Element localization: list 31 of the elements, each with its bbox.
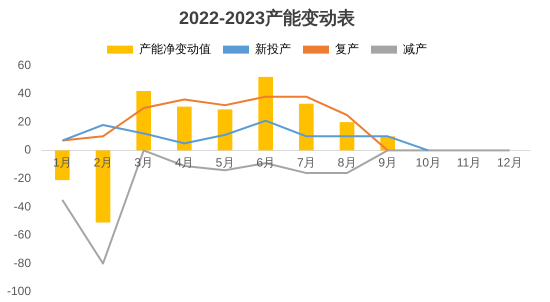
- y-tick-label: 40: [18, 86, 32, 100]
- x-tick-label: 9月: [378, 156, 398, 170]
- bar: [258, 76, 273, 150]
- y-tick-label: -20: [14, 171, 32, 186]
- x-tick-label: 11月: [456, 156, 482, 170]
- chart-title: 2022-2023产能变动表: [178, 8, 356, 28]
- legend-label: 复产: [335, 42, 359, 56]
- y-tick-label: 20: [18, 114, 32, 128]
- legend-label: 新投产: [255, 42, 291, 56]
- y-tick-label: -60: [14, 228, 32, 242]
- y-tick-label: 0: [24, 142, 32, 157]
- bar: [340, 122, 354, 150]
- x-tick-label: 5月: [216, 156, 234, 170]
- x-tick-label: 8月: [338, 156, 356, 170]
- y-tick-label: -40: [14, 199, 32, 214]
- bar: [218, 109, 232, 150]
- x-tick-label: 3月: [134, 156, 154, 170]
- bar: [96, 150, 110, 223]
- legend-label: 产能净变动值: [139, 42, 211, 56]
- x-tick-label: 10月: [416, 156, 442, 170]
- x-tick-label: 6月: [256, 156, 276, 170]
- bar: [177, 106, 192, 150]
- x-tick-label: 4月: [175, 156, 194, 170]
- y-tick-label: 60: [18, 58, 32, 72]
- y-tick-label: -80: [14, 256, 32, 270]
- x-tick-label: 12月: [496, 156, 522, 170]
- x-tick-label: 7月: [297, 156, 316, 170]
- bar: [136, 91, 151, 150]
- bar: [299, 104, 314, 150]
- legend-label: 减产: [403, 42, 427, 56]
- y-tick-label: -100: [6, 284, 32, 298]
